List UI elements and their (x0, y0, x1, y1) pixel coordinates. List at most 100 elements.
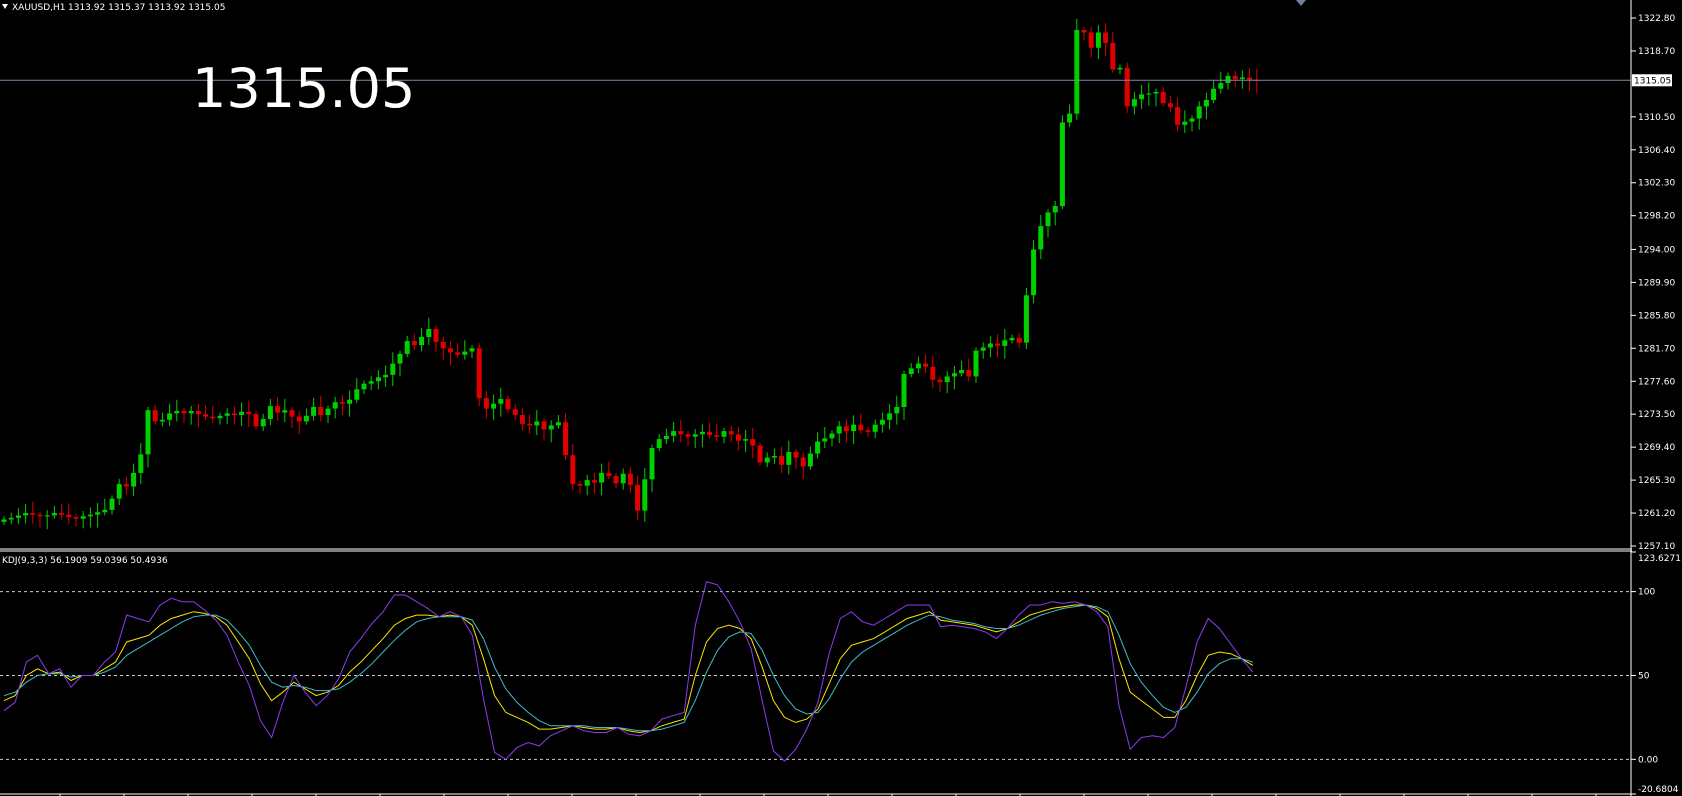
candle[interactable] (858, 413, 864, 434)
candle[interactable] (764, 452, 770, 468)
candle[interactable] (332, 396, 338, 419)
price-pane[interactable]: 1322.80 1318.70 1310.50 1306.40 1302.30 1298.… (0, 14, 1675, 552)
candle[interactable] (815, 432, 821, 459)
candle[interactable] (800, 452, 806, 480)
candle[interactable] (692, 429, 698, 448)
candle[interactable] (397, 350, 403, 377)
candle[interactable] (995, 334, 1001, 358)
candle[interactable] (1153, 88, 1159, 107)
candle[interactable] (879, 412, 885, 433)
candle[interactable] (1031, 240, 1037, 304)
candle[interactable] (966, 358, 972, 382)
candle[interactable] (433, 325, 439, 352)
candle[interactable] (195, 403, 201, 428)
candle[interactable] (584, 474, 590, 496)
candle[interactable] (728, 425, 734, 443)
candle[interactable] (1103, 23, 1109, 56)
candle[interactable] (1167, 95, 1173, 113)
candle[interactable] (1038, 214, 1044, 260)
candle[interactable] (455, 343, 461, 358)
candle[interactable] (872, 419, 878, 439)
candle[interactable] (318, 395, 324, 422)
candle[interactable] (743, 429, 749, 452)
candle[interactable] (138, 443, 144, 485)
candle[interactable] (1175, 97, 1181, 132)
candle[interactable] (59, 503, 65, 520)
candle[interactable] (1131, 91, 1137, 115)
candle[interactable] (260, 413, 266, 432)
candle[interactable] (181, 407, 187, 424)
candle[interactable] (37, 511, 43, 528)
candle[interactable] (786, 440, 792, 475)
candle[interactable] (671, 421, 677, 443)
candle[interactable] (8, 512, 14, 525)
candle[interactable] (174, 399, 180, 422)
candle[interactable] (663, 428, 669, 444)
candle[interactable] (311, 397, 317, 421)
shift-marker-icon[interactable] (1296, 0, 1306, 6)
candle[interactable] (102, 498, 108, 516)
candle[interactable] (757, 442, 763, 466)
candle[interactable] (66, 503, 72, 524)
candle[interactable] (908, 363, 914, 378)
candle[interactable] (635, 475, 641, 521)
candle[interactable] (152, 404, 158, 425)
candle[interactable] (51, 505, 57, 519)
candle[interactable] (116, 478, 122, 506)
candle[interactable] (1074, 18, 1080, 121)
candle[interactable] (1081, 26, 1087, 41)
candle[interactable] (224, 408, 230, 424)
candle[interactable] (253, 410, 259, 430)
candle[interactable] (1067, 104, 1073, 128)
candle[interactable] (1095, 25, 1101, 59)
candle[interactable] (627, 466, 633, 493)
candle[interactable] (80, 511, 86, 529)
candle[interactable] (656, 433, 662, 452)
candle[interactable] (822, 427, 828, 448)
candle[interactable] (1218, 71, 1224, 94)
candle[interactable] (383, 365, 389, 387)
candle[interactable] (959, 360, 965, 377)
candle[interactable] (987, 336, 993, 358)
candle[interactable] (1225, 72, 1231, 90)
candle[interactable] (714, 423, 720, 442)
candle[interactable] (973, 347, 979, 383)
candle[interactable] (109, 495, 115, 515)
candle[interactable] (707, 422, 713, 439)
candle[interactable] (354, 378, 360, 403)
candle[interactable] (1117, 64, 1123, 75)
candle[interactable] (447, 341, 453, 366)
candle[interactable] (1002, 329, 1008, 359)
candle[interactable] (325, 405, 331, 424)
candle[interactable] (123, 476, 129, 495)
candle[interactable] (462, 340, 468, 360)
candle[interactable] (930, 355, 936, 388)
candle[interactable] (1110, 31, 1116, 73)
candle[interactable] (231, 406, 237, 425)
candle[interactable] (685, 431, 691, 447)
candle[interactable] (699, 424, 705, 448)
candle[interactable] (901, 370, 907, 420)
candle[interactable] (1182, 110, 1188, 133)
candle[interactable] (217, 412, 223, 425)
candle[interactable] (275, 396, 281, 421)
candle[interactable] (851, 415, 857, 444)
candle[interactable] (498, 387, 504, 417)
candle[interactable] (771, 448, 777, 465)
candle[interactable] (887, 404, 893, 430)
chart-menu-triangle-icon[interactable] (2, 4, 8, 9)
candle[interactable] (246, 400, 252, 428)
candle[interactable] (1009, 334, 1015, 344)
candle[interactable] (95, 503, 101, 528)
candle[interactable] (131, 463, 137, 497)
candle[interactable] (836, 421, 842, 444)
candle[interactable] (1146, 82, 1152, 106)
candle[interactable] (289, 406, 295, 428)
candle[interactable] (519, 407, 525, 431)
candle[interactable] (491, 394, 497, 420)
candle[interactable] (577, 480, 583, 494)
candle[interactable] (505, 395, 511, 413)
candle[interactable] (944, 371, 950, 394)
candle[interactable] (527, 414, 533, 434)
candle[interactable] (476, 343, 482, 407)
